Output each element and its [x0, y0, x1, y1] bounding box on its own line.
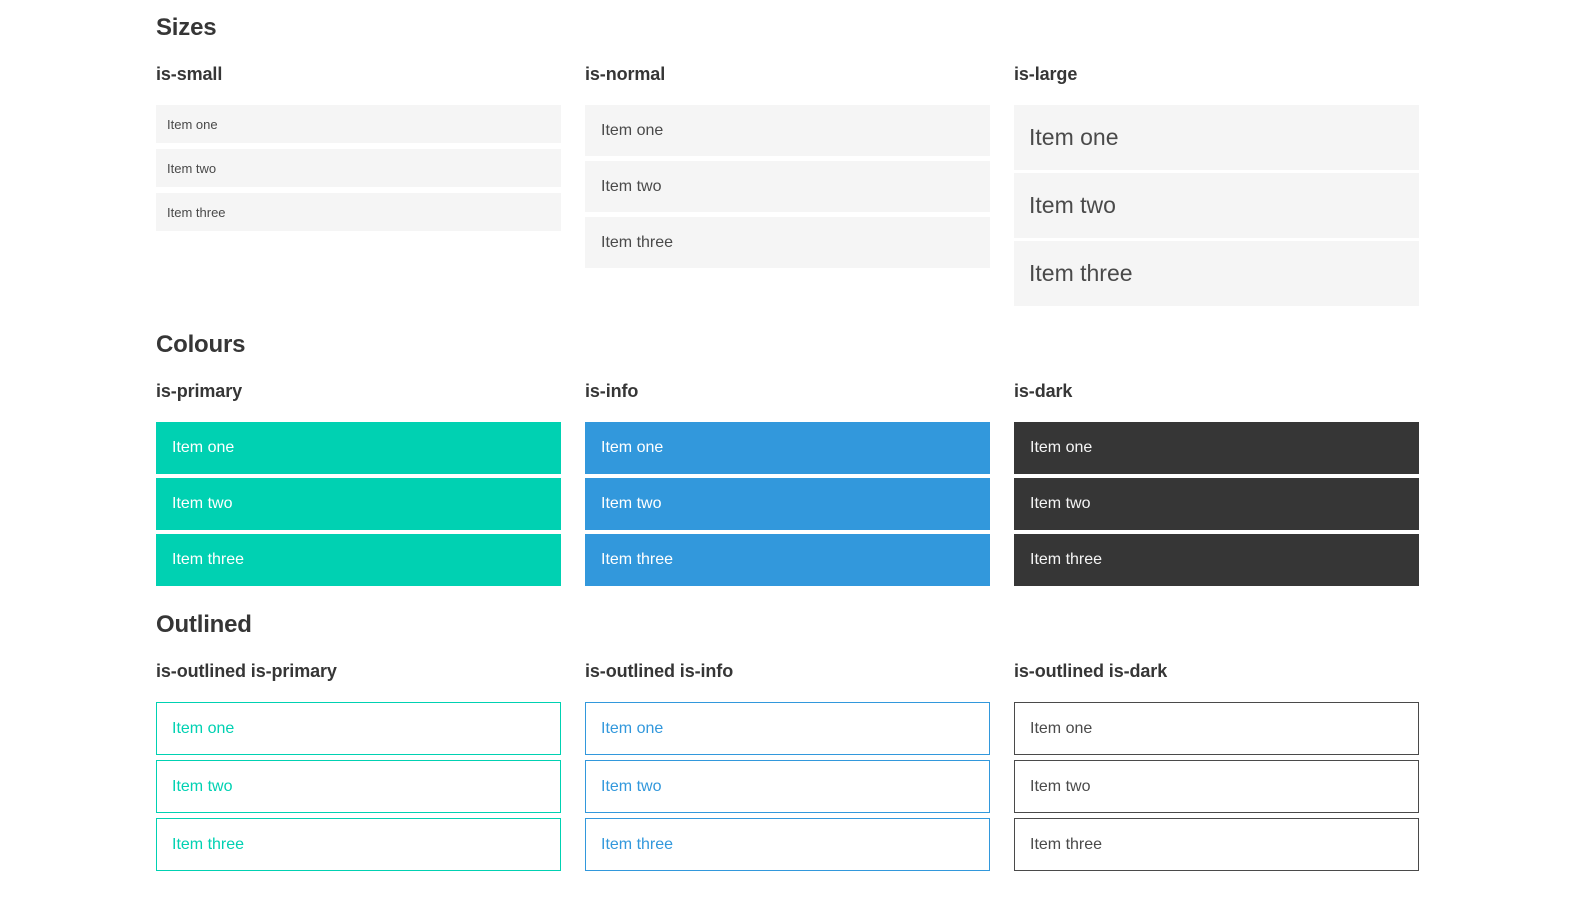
list-item[interactable]: Item two — [156, 760, 561, 813]
list-is-large: Item one Item two Item three — [1014, 105, 1419, 306]
outlined-columns: is-outlined is-primary Item one Item two… — [156, 660, 1419, 871]
group-is-dark: is-dark Item one Item two Item three — [1014, 380, 1419, 586]
section-sizes: Sizes is-small Item one Item two Item th… — [156, 14, 1419, 306]
list-item[interactable]: Item three — [1014, 534, 1419, 586]
list-item[interactable]: Item three — [156, 534, 561, 586]
section-title-outlined: Outlined — [156, 611, 252, 638]
section-title-colours: Colours — [156, 331, 246, 358]
list-is-outlined-is-dark: Item one Item two Item three — [1014, 702, 1419, 871]
list-item[interactable]: Item two — [156, 478, 561, 530]
list-is-normal: Item one Item two Item three — [585, 105, 990, 268]
list-item[interactable]: Item two — [585, 161, 990, 212]
section-outlined: Outlined is-outlined is-primary Item one… — [156, 611, 1419, 871]
list-item[interactable]: Item three — [585, 217, 990, 268]
list-item[interactable]: Item three — [156, 193, 561, 231]
group-label-is-outlined-is-dark: is-outlined is-dark — [1014, 661, 1168, 681]
group-is-normal: is-normal Item one Item two Item three — [585, 63, 990, 268]
list-item[interactable]: Item two — [156, 149, 561, 187]
list-item[interactable]: Item one — [585, 422, 990, 474]
sizes-columns: is-small Item one Item two Item three is… — [156, 63, 1419, 306]
list-is-primary: Item one Item two Item three — [156, 422, 561, 586]
list-is-dark: Item one Item two Item three — [1014, 422, 1419, 586]
list-item[interactable]: Item two — [585, 760, 990, 813]
list-item[interactable]: Item one — [585, 105, 990, 156]
list-item[interactable]: Item three — [1014, 818, 1419, 871]
group-is-primary: is-primary Item one Item two Item three — [156, 380, 561, 586]
group-label-is-outlined-is-primary: is-outlined is-primary — [156, 661, 337, 681]
list-item[interactable]: Item one — [1014, 702, 1419, 755]
list-item[interactable]: Item one — [1014, 105, 1419, 170]
group-label-is-info: is-info — [585, 381, 639, 401]
list-item[interactable]: Item one — [585, 702, 990, 755]
group-label-is-normal: is-normal — [585, 64, 666, 84]
group-label-is-primary: is-primary — [156, 381, 243, 401]
list-is-outlined-is-info: Item one Item two Item three — [585, 702, 990, 871]
list-is-small: Item one Item two Item three — [156, 105, 561, 231]
list-is-info: Item one Item two Item three — [585, 422, 990, 586]
group-is-outlined-is-dark: is-outlined is-dark Item one Item two It… — [1014, 660, 1419, 871]
list-item[interactable]: Item one — [156, 702, 561, 755]
list-item[interactable]: Item three — [585, 534, 990, 586]
list-item[interactable]: Item two — [1014, 478, 1419, 530]
list-item[interactable]: Item three — [585, 818, 990, 871]
list-item[interactable]: Item three — [1014, 241, 1419, 306]
group-is-small: is-small Item one Item two Item three — [156, 63, 561, 231]
group-label-is-dark: is-dark — [1014, 381, 1073, 401]
group-is-outlined-is-primary: is-outlined is-primary Item one Item two… — [156, 660, 561, 871]
group-is-large: is-large Item one Item two Item three — [1014, 63, 1419, 306]
colours-columns: is-primary Item one Item two Item three … — [156, 380, 1419, 586]
group-label-is-small: is-small — [156, 64, 223, 84]
group-label-is-outlined-is-info: is-outlined is-info — [585, 661, 734, 681]
section-title-sizes: Sizes — [156, 14, 217, 41]
list-item[interactable]: Item one — [156, 422, 561, 474]
list-item[interactable]: Item two — [1014, 760, 1419, 813]
list-item[interactable]: Item three — [156, 818, 561, 871]
list-item[interactable]: Item one — [1014, 422, 1419, 474]
group-label-is-large: is-large — [1014, 64, 1078, 84]
group-is-outlined-is-info: is-outlined is-info Item one Item two It… — [585, 660, 990, 871]
group-is-info: is-info Item one Item two Item three — [585, 380, 990, 586]
list-item[interactable]: Item two — [1014, 173, 1419, 238]
list-item[interactable]: Item one — [156, 105, 561, 143]
list-is-outlined-is-primary: Item one Item two Item three — [156, 702, 561, 871]
section-colours: Colours is-primary Item one Item two Ite… — [156, 331, 1419, 586]
list-item[interactable]: Item two — [585, 478, 990, 530]
